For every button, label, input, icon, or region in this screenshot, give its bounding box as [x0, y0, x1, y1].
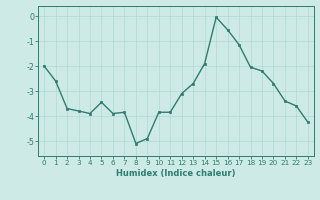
X-axis label: Humidex (Indice chaleur): Humidex (Indice chaleur) [116, 169, 236, 178]
